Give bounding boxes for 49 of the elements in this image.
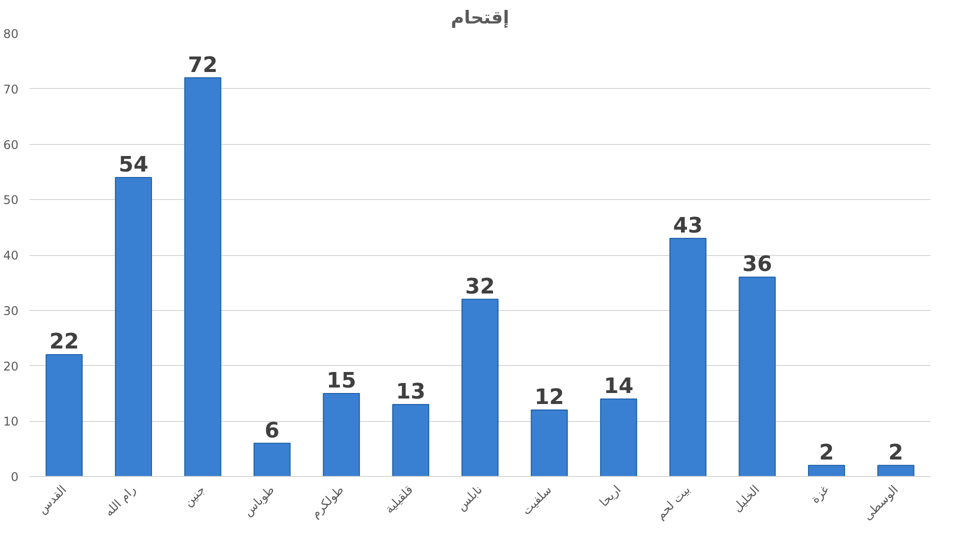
bar [530, 410, 568, 476]
data-label: 6 [264, 418, 280, 444]
x-tick-label: سلفيت [519, 482, 554, 518]
y-tick-label: 50 [3, 193, 19, 208]
y-tick-label: 80 [3, 27, 19, 41]
y-tick-label: 40 [3, 248, 19, 262]
data-label: 43 [673, 213, 703, 238]
bar [669, 238, 706, 476]
data-label: 15 [326, 368, 356, 394]
y-tick-label: 20 [3, 359, 19, 374]
bar [114, 176, 152, 476]
x-tick-label: نابلس [454, 482, 485, 514]
bar [600, 398, 638, 476]
data-label: 54 [118, 152, 148, 178]
x-tick-label: طولكرم [308, 482, 346, 521]
x-tick-label: القدس [35, 482, 70, 516]
x-tick-label: قلقيلية [382, 482, 416, 516]
y-tick-label: 70 [3, 82, 19, 96]
data-label: 2 [819, 440, 834, 466]
data-label: 13 [396, 380, 426, 405]
bar [738, 276, 776, 476]
x-tick-label: رام الله [102, 482, 139, 520]
bar [392, 404, 430, 476]
x-tick-label: اريحا [596, 482, 624, 510]
x-tick-label: طوباس [240, 482, 278, 519]
data-label: 2 [888, 440, 904, 466]
y-tick-label: 30 [3, 304, 19, 318]
bar [46, 354, 83, 476]
bar [461, 298, 499, 476]
x-tick-label: بيت لحم [653, 482, 693, 522]
data-label: 22 [49, 330, 79, 355]
chart-title: إقتحام [450, 8, 510, 28]
bar [254, 442, 291, 476]
y-tick-label: 10 [3, 414, 19, 429]
y-tick-label: 60 [3, 138, 19, 152]
data-label: 32 [465, 274, 495, 300]
x-tick-label: الخليل [730, 482, 762, 515]
x-tick-label: جنين [180, 482, 208, 510]
bar [322, 392, 360, 476]
data-label: 72 [188, 52, 218, 78]
bar [184, 77, 222, 476]
bar [877, 464, 914, 476]
data-label: 14 [604, 374, 634, 399]
data-label: 36 [742, 252, 772, 278]
x-tick-label: غزة [808, 482, 832, 506]
bar [808, 464, 846, 476]
x-tick-label: الوسطى [860, 482, 901, 523]
data-label: 12 [534, 385, 564, 410]
y-tick-label: 0 [10, 470, 19, 484]
